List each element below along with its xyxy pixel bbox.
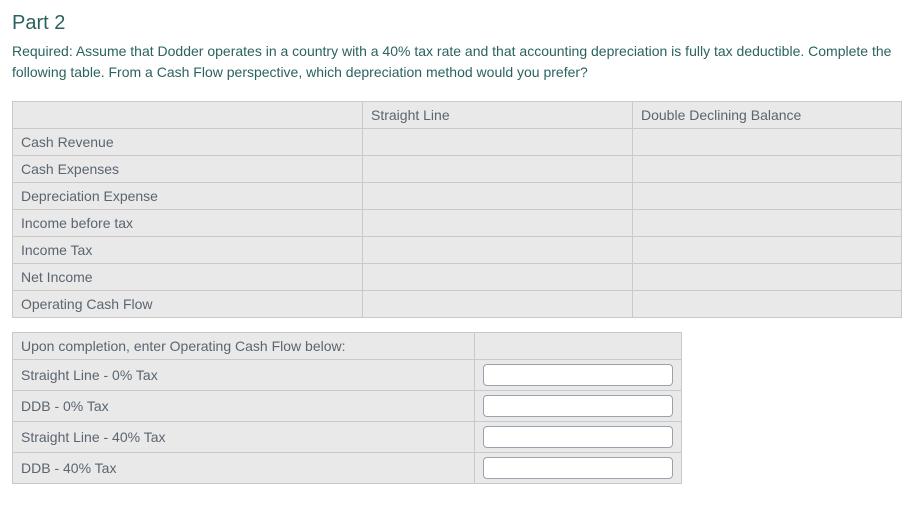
table-row: DDB - 40% Tax bbox=[13, 453, 682, 484]
input-ddb-40-tax[interactable] bbox=[483, 457, 673, 479]
cell bbox=[363, 264, 633, 291]
cell bbox=[633, 156, 902, 183]
cell bbox=[363, 129, 633, 156]
cell bbox=[475, 453, 682, 484]
table-row: Income Tax bbox=[13, 237, 902, 264]
col-header-straight-line: Straight Line bbox=[363, 102, 633, 129]
entry-label-ddb-40: DDB - 40% Tax bbox=[13, 453, 475, 484]
col-header-ddb: Double Declining Balance bbox=[633, 102, 902, 129]
cell bbox=[475, 360, 682, 391]
table-row: Straight Line - 40% Tax bbox=[13, 422, 682, 453]
page-title: Part 2 bbox=[12, 12, 904, 35]
input-sl-0-tax[interactable] bbox=[483, 364, 673, 386]
table-row: Upon completion, enter Operating Cash Fl… bbox=[13, 333, 682, 360]
row-label: Net Income bbox=[13, 264, 363, 291]
input-ddb-0-tax[interactable] bbox=[483, 395, 673, 417]
row-label: Cash Revenue bbox=[13, 129, 363, 156]
row-label: Operating Cash Flow bbox=[13, 291, 363, 318]
row-label: Cash Expenses bbox=[13, 156, 363, 183]
row-label: Income Tax bbox=[13, 237, 363, 264]
entry-label-ddb-0: DDB - 0% Tax bbox=[13, 391, 475, 422]
cell bbox=[363, 291, 633, 318]
cell bbox=[633, 264, 902, 291]
input-sl-40-tax[interactable] bbox=[483, 426, 673, 448]
entry-prompt: Upon completion, enter Operating Cash Fl… bbox=[13, 333, 475, 360]
requirement-text: Required: Assume that Dodder operates in… bbox=[12, 41, 904, 83]
row-label: Depreciation Expense bbox=[13, 183, 363, 210]
cell bbox=[633, 129, 902, 156]
cell bbox=[363, 183, 633, 210]
col-header-blank bbox=[13, 102, 363, 129]
table-row: Income before tax bbox=[13, 210, 902, 237]
cell bbox=[363, 156, 633, 183]
table-row: DDB - 0% Tax bbox=[13, 391, 682, 422]
table-row: Depreciation Expense bbox=[13, 183, 902, 210]
cell bbox=[363, 237, 633, 264]
cell bbox=[363, 210, 633, 237]
cell bbox=[633, 237, 902, 264]
cell bbox=[633, 291, 902, 318]
cell bbox=[633, 210, 902, 237]
table-row: Cash Revenue bbox=[13, 129, 902, 156]
cell bbox=[633, 183, 902, 210]
entry-label-sl-0: Straight Line - 0% Tax bbox=[13, 360, 475, 391]
row-label: Income before tax bbox=[13, 210, 363, 237]
entry-label-sl-40: Straight Line - 40% Tax bbox=[13, 422, 475, 453]
worksheet-table: Straight Line Double Declining Balance C… bbox=[12, 101, 902, 318]
cell bbox=[475, 333, 682, 360]
table-row: Straight Line - 0% Tax bbox=[13, 360, 682, 391]
table-row: Cash Expenses bbox=[13, 156, 902, 183]
table-row: Net Income bbox=[13, 264, 902, 291]
entry-table: Upon completion, enter Operating Cash Fl… bbox=[12, 332, 682, 484]
cell bbox=[475, 422, 682, 453]
table-row: Operating Cash Flow bbox=[13, 291, 902, 318]
cell bbox=[475, 391, 682, 422]
